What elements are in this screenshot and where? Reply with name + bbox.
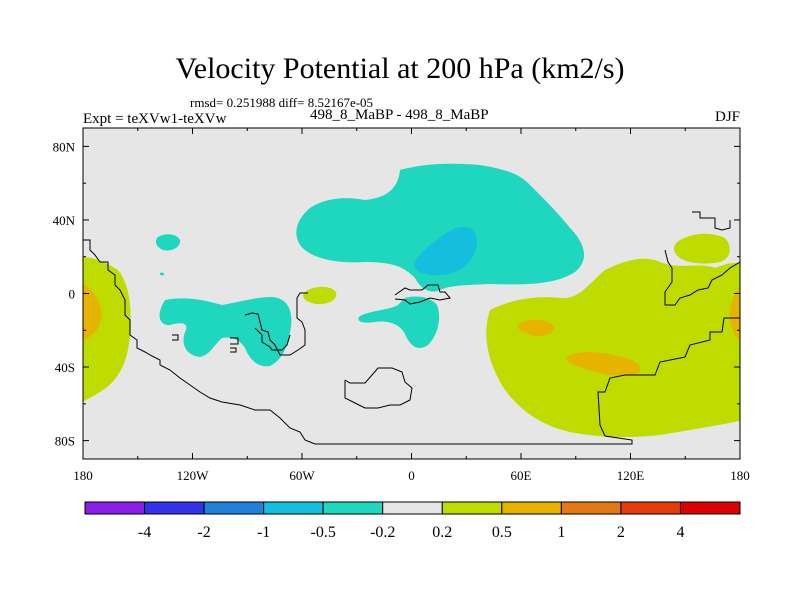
coastline-central bbox=[254, 327, 291, 351]
colorbar-swatch bbox=[441, 501, 503, 515]
coastline-asia-east bbox=[692, 211, 731, 231]
colorbar-label: 2 bbox=[617, 524, 625, 541]
contour-region-small-negative bbox=[155, 234, 181, 251]
contour-region-atlantic-positive bbox=[303, 286, 337, 305]
contour-region-indian-max bbox=[566, 352, 641, 376]
coastline-small-island-2 bbox=[230, 337, 239, 345]
contour-region-tiny-negative bbox=[159, 272, 165, 276]
plot-title: Velocity Potential at 200 hPa (km2/s) bbox=[175, 52, 625, 85]
colorbar-label: -4 bbox=[138, 524, 151, 541]
colorbar-swatch bbox=[263, 501, 324, 515]
colorbar-swatch bbox=[620, 501, 681, 515]
coastline-south-america bbox=[83, 239, 740, 445]
x-tick-label: 180 bbox=[73, 468, 93, 483]
coastline-asia-pacific bbox=[664, 238, 740, 306]
coastline-mediterranean bbox=[394, 284, 451, 305]
x-tick-label: 120E bbox=[617, 468, 645, 483]
contour-region-dateline-positive bbox=[83, 257, 131, 402]
y-tick-label: 0 bbox=[69, 287, 76, 302]
experiment-label: Expt = teXVw1-teXVw bbox=[83, 111, 227, 127]
colorbar-swatch bbox=[382, 501, 443, 515]
y-axis: 80N 40N 0 40S 80S bbox=[53, 139, 740, 449]
coastline-small-island bbox=[172, 334, 179, 341]
y-tick-label: 40S bbox=[55, 360, 75, 375]
colorbar-label: 4 bbox=[676, 524, 684, 541]
colorbar-label: -0.5 bbox=[311, 524, 336, 541]
colorbar-swatch bbox=[501, 501, 562, 515]
x-tick-label: 60E bbox=[511, 468, 532, 483]
colorbar-label: 0.2 bbox=[432, 524, 452, 541]
colorbar-swatch bbox=[203, 501, 265, 515]
y-tick-label: 80S bbox=[55, 434, 75, 449]
colorbar-swatch bbox=[679, 501, 741, 515]
contour-region-west-edge-max bbox=[83, 283, 102, 341]
colorbar-label: 1 bbox=[557, 524, 565, 541]
colorbar-label: -0.2 bbox=[370, 524, 395, 541]
colorbar-label: -2 bbox=[197, 524, 210, 541]
colorbar-swatch bbox=[560, 501, 622, 515]
colorbar-swatch bbox=[84, 501, 146, 515]
coastline-africa-west bbox=[244, 292, 308, 356]
stats-line: rmsd= 0.251988 diff= 8.52167e-05 bbox=[190, 95, 374, 110]
season-label: DJF bbox=[714, 109, 740, 125]
coastline-small-island-3 bbox=[230, 347, 237, 353]
x-tick-label: 60W bbox=[289, 468, 315, 483]
y-tick-label: 80N bbox=[53, 139, 76, 154]
colorbar: -4 -2 -1 -0.5 -0.2 0.2 0.5 1 2 4 bbox=[84, 501, 741, 541]
x-tick-label: 180 bbox=[730, 468, 750, 483]
map-field bbox=[83, 128, 740, 459]
coastline-antarctic-patch bbox=[344, 367, 413, 409]
contour-region-east-edge-max bbox=[729, 287, 740, 342]
x-tick-label: 120W bbox=[177, 468, 210, 483]
contour-region-na-africa-negative bbox=[296, 163, 585, 292]
contour-region-maritime-max bbox=[517, 320, 555, 336]
x-tick-label: 0 bbox=[408, 468, 415, 483]
y-tick-label: 40N bbox=[53, 213, 76, 228]
contour-region-nw-pacific-positive bbox=[674, 233, 730, 264]
contour-region-equatorial-africa-negative bbox=[358, 296, 440, 348]
case-label: 498_8_MaBP - 498_8_MaBP bbox=[310, 107, 489, 123]
colorbar-swatch bbox=[322, 501, 384, 515]
coastlines bbox=[83, 211, 740, 445]
colorbar-label: 0.5 bbox=[492, 524, 512, 541]
contour-region-africa-core bbox=[414, 226, 477, 276]
x-axis: 180 120W 60W 0 60E 120E 180 bbox=[73, 128, 750, 483]
colorbar-label: -1 bbox=[257, 524, 270, 541]
colorbar-swatch bbox=[144, 501, 205, 515]
